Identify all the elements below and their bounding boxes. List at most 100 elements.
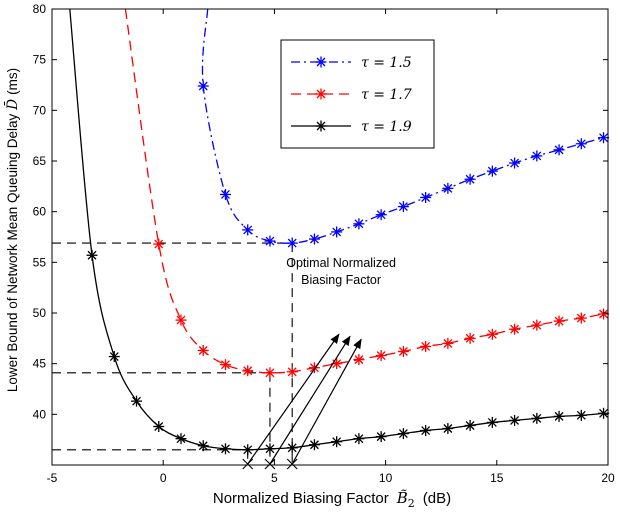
y-tick-label: 40 <box>33 407 47 421</box>
data-point <box>197 344 209 356</box>
y-tick-label: 50 <box>33 306 47 320</box>
marker-stroke <box>287 443 297 453</box>
data-point <box>219 443 231 455</box>
marker-stroke <box>198 441 208 451</box>
marker-stroke <box>309 234 319 244</box>
marker-stroke <box>154 239 164 249</box>
marker-stroke <box>421 341 431 351</box>
marker-stroke <box>354 219 364 229</box>
marker-stroke <box>316 121 326 131</box>
data-point <box>553 315 565 327</box>
data-point <box>197 80 209 92</box>
data-point <box>264 443 276 455</box>
data-point <box>598 407 610 419</box>
data-point <box>331 226 343 238</box>
marker-stroke <box>487 329 497 339</box>
data-point <box>442 423 454 435</box>
marker-stroke <box>376 432 386 442</box>
data-point <box>486 416 498 428</box>
series-group <box>69 8 610 456</box>
data-point <box>509 157 521 169</box>
data-point <box>486 165 498 177</box>
x-tick-label: 10 <box>379 471 393 485</box>
data-point <box>531 412 543 424</box>
marker-stroke <box>154 422 164 431</box>
legend-marker <box>315 88 327 100</box>
data-point <box>575 138 587 150</box>
y-axis-label: Lower Bound of Network Mean Queuing Dela… <box>5 68 21 392</box>
marker-stroke <box>532 413 542 423</box>
marker-stroke <box>465 333 475 343</box>
y-tick-label: 80 <box>33 2 47 16</box>
axes: -5 0 5 10 15 20 40 45 50 55 60 65 70 75 80 <box>33 2 615 485</box>
marker-stroke <box>316 57 326 67</box>
data-point <box>353 218 365 230</box>
annotation-arrow-0 <box>247 333 340 465</box>
series-0 <box>197 8 610 249</box>
marker-stroke <box>265 368 275 378</box>
x-tick-label: 5 <box>271 471 278 485</box>
x-tick-label: -5 <box>47 471 58 485</box>
marker-stroke <box>599 309 609 319</box>
data-point <box>108 351 120 363</box>
annotation-line-1: Optimal Normalized <box>286 256 396 270</box>
marker-stroke <box>221 360 230 370</box>
data-point <box>219 359 231 371</box>
marker-stroke <box>316 89 326 99</box>
marker-stroke <box>599 408 609 418</box>
marker-stroke <box>243 366 253 376</box>
legend-entry-1: τ = 1.7 <box>291 87 412 103</box>
data-point <box>442 337 454 349</box>
data-point <box>553 144 565 156</box>
marker-stroke <box>332 359 342 369</box>
legend-marker <box>315 120 327 132</box>
marker-stroke <box>554 316 564 326</box>
data-point <box>175 314 187 326</box>
data-point <box>219 188 231 200</box>
data-point <box>420 425 432 437</box>
marker-stroke <box>176 315 186 325</box>
marker-stroke <box>221 189 230 199</box>
marker-stroke <box>198 346 208 355</box>
data-point <box>353 433 365 445</box>
marker-stroke <box>354 355 364 365</box>
marker-stroke <box>265 444 275 454</box>
marker-stroke <box>465 174 475 184</box>
marker-stroke <box>332 227 342 237</box>
marker-stroke <box>398 429 408 439</box>
marker-stroke <box>510 158 520 168</box>
data-point <box>308 233 320 245</box>
data-point <box>397 201 409 213</box>
reference-lines <box>52 242 293 465</box>
data-point <box>86 249 98 261</box>
marker-stroke <box>532 320 542 330</box>
x-tick-label: 0 <box>160 471 167 485</box>
annotation-arrow-2 <box>291 338 362 465</box>
marker-stroke <box>576 410 586 420</box>
data-point <box>486 328 498 340</box>
marker-stroke <box>332 437 342 447</box>
data-point <box>286 366 298 378</box>
data-point <box>464 419 476 431</box>
legend-label: τ = 1.9 <box>361 119 412 135</box>
data-point <box>509 414 521 426</box>
x-tick-label: 20 <box>601 471 615 485</box>
data-point <box>531 319 543 331</box>
marker-stroke <box>376 210 386 220</box>
data-point <box>286 237 298 249</box>
marker-stroke <box>510 415 520 425</box>
data-point <box>598 308 610 320</box>
marker-stroke <box>576 139 586 149</box>
data-point <box>331 436 343 448</box>
marker-stroke <box>465 421 475 430</box>
data-point <box>375 431 387 443</box>
marker-stroke <box>176 434 186 444</box>
marker-stroke <box>243 445 253 455</box>
annotation-line-2: Biasing Factor <box>301 273 381 287</box>
marker-stroke <box>532 151 542 161</box>
legend-entry-0: τ = 1.5 <box>291 55 412 71</box>
marker-stroke <box>487 417 497 427</box>
data-point <box>175 433 187 445</box>
marker-stroke <box>221 444 230 454</box>
